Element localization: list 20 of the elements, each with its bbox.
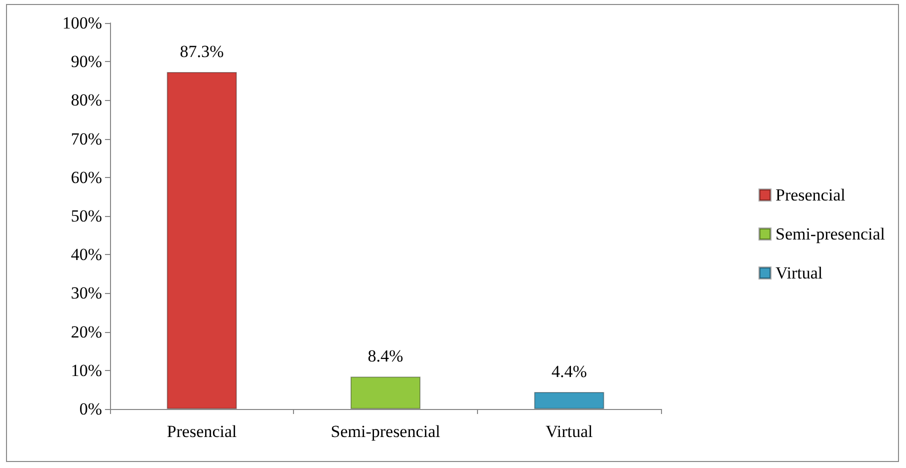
y-tick-label: 20% — [70, 322, 102, 342]
data-label: 87.3% — [180, 42, 224, 62]
y-tick-label: 80% — [70, 90, 102, 110]
y-tick-label: 60% — [70, 168, 102, 187]
y-tick-label: 50% — [70, 206, 102, 226]
legend-label: Virtual — [775, 264, 823, 282]
data-label: 8.4% — [368, 346, 404, 366]
x-tick-label: Virtual — [546, 422, 594, 441]
y-tick-label: 70% — [70, 129, 102, 148]
y-tick-label: 30% — [70, 284, 102, 303]
y-tick-label: 40% — [70, 245, 102, 264]
data-label: 4.4% — [551, 362, 587, 382]
y-tick-label: 0% — [79, 400, 102, 418]
legend-label: Presencial — [775, 186, 846, 204]
legend-label: Semi-presencial — [775, 224, 886, 244]
y-tick-label: 10% — [70, 360, 102, 380]
y-tick-label: 90% — [70, 52, 102, 72]
x-tick-label: Semi-presencial — [330, 422, 441, 441]
y-tick-label: 100% — [62, 14, 102, 32]
x-tick-label: Presencial — [166, 422, 238, 441]
